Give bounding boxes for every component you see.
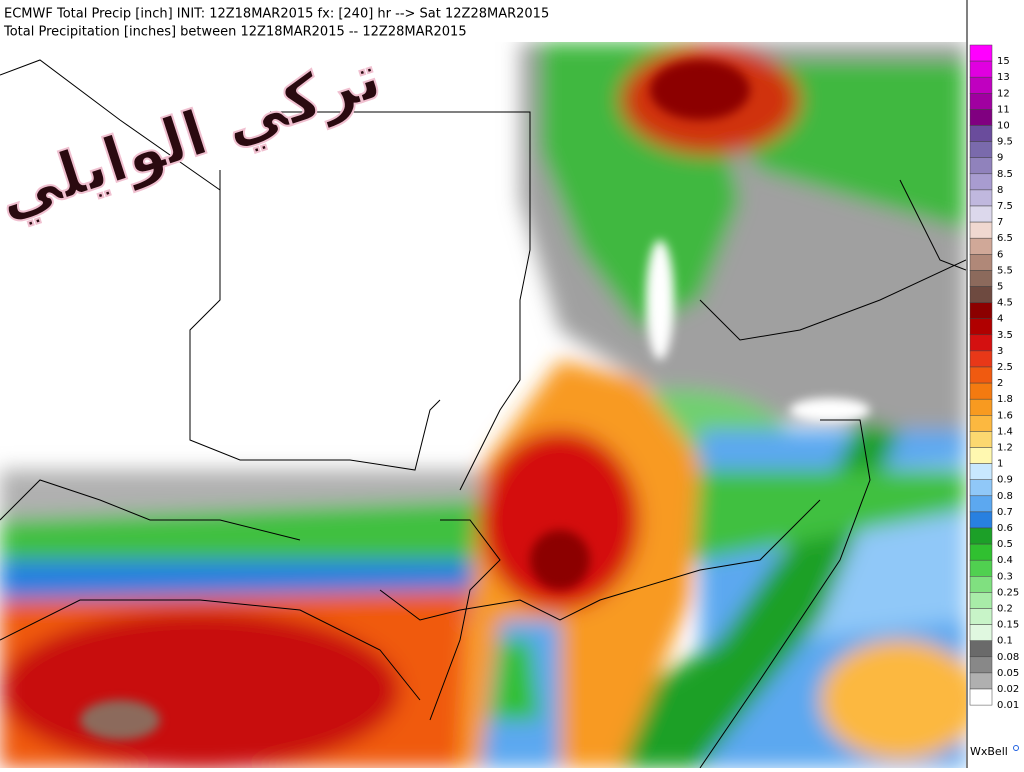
legend-label: 0.7 (997, 507, 1013, 518)
legend-swatch (969, 334, 993, 352)
credit-mark (1013, 745, 1019, 751)
legend-label: 4.5 (997, 298, 1013, 309)
legend-label: 7 (997, 217, 1003, 228)
legend-label: 5 (997, 282, 1003, 293)
legend-label: 1.2 (997, 443, 1013, 454)
legend-label: 11 (997, 104, 1010, 115)
legend-swatch (969, 205, 993, 223)
legend-label: 1.4 (997, 426, 1013, 437)
legend-swatch (969, 302, 993, 319)
legend-label: 6.5 (997, 233, 1013, 244)
subtitle: Total Precipitation [inches] between 12Z… (3, 25, 467, 40)
title: ECMWF Total Precip [inch] INIT: 12Z18MAR… (4, 7, 549, 22)
legend-swatch (969, 672, 993, 690)
legend-label: 0.02 (997, 684, 1019, 695)
legend-swatch (969, 398, 993, 416)
legend-label: 0.05 (997, 668, 1019, 679)
legend-label: 13 (997, 72, 1010, 83)
legend-label: 0.15 (997, 620, 1019, 631)
legend-label: 0.08 (997, 652, 1019, 663)
legend-label: 15 (997, 56, 1010, 67)
legend-label: 6 (997, 249, 1003, 260)
legend-label: 0.1 (997, 636, 1013, 647)
legend-label: 0.25 (997, 587, 1019, 598)
legend-swatch (969, 576, 993, 593)
legend-label: 0.6 (997, 523, 1013, 534)
legend-swatch (969, 141, 993, 158)
legend: 15131211109.598.587.576.565.554.543.532.… (969, 44, 1019, 711)
legend-swatch (969, 608, 993, 625)
legend-swatch (969, 173, 993, 191)
legend-swatch (969, 463, 993, 480)
legend-label: 0.4 (997, 555, 1013, 566)
legend-label: 4 (997, 314, 1003, 325)
legend-label: 0.01 (997, 700, 1019, 711)
legend-swatch (969, 366, 993, 384)
legend-label: 0.9 (997, 475, 1013, 486)
legend-label: 3.5 (997, 330, 1013, 341)
legend-swatch (969, 592, 993, 609)
precip-detail (80, 60, 870, 740)
legend-swatch (969, 237, 993, 255)
legend-label: 10 (997, 121, 1010, 132)
legend-swatch (969, 382, 993, 400)
legend-label: 2 (997, 378, 1003, 389)
legend-swatch (969, 511, 993, 529)
legend-label: 9.5 (997, 137, 1013, 148)
legend-label: 0.8 (997, 491, 1013, 502)
legend-swatch (969, 254, 993, 271)
legend-swatch (969, 60, 993, 78)
legend-swatch (969, 125, 993, 142)
legend-swatch (969, 559, 993, 577)
borders (0, 59, 966, 768)
legend-swatch (969, 479, 993, 497)
legend-swatch (969, 688, 993, 706)
legend-swatch (969, 543, 993, 561)
legend-swatch (969, 415, 993, 432)
legend-swatch (969, 624, 993, 641)
legend-label: 0.2 (997, 604, 1013, 615)
legend-label: 8 (997, 185, 1003, 196)
legend-swatch (969, 221, 993, 239)
legend-label: 0.5 (997, 539, 1013, 550)
legend-swatch (969, 527, 993, 545)
legend-label: 1.6 (997, 410, 1013, 421)
legend-swatch (969, 431, 993, 448)
legend-swatch (969, 109, 993, 126)
legend-label: 1.8 (997, 394, 1013, 405)
legend-label: 2.5 (997, 362, 1013, 373)
map: تركي الوايلي (0, 42, 966, 768)
legend-swatch (969, 350, 993, 368)
legend-swatch (969, 447, 993, 464)
legend-label: 12 (997, 88, 1010, 99)
legend-swatch (969, 157, 993, 175)
legend-label: 9 (997, 153, 1003, 164)
legend-swatch (969, 93, 993, 110)
legend-swatch (969, 318, 993, 336)
legend-swatch (969, 286, 993, 303)
legend-swatch (969, 495, 993, 513)
legend-swatch (969, 189, 993, 207)
legend-label: 7.5 (997, 201, 1013, 212)
legend-label: 1 (997, 459, 1003, 470)
legend-swatch (969, 44, 993, 62)
legend-label: 0.3 (997, 571, 1013, 582)
legend-label: 8.5 (997, 169, 1013, 180)
legend-label: 3 (997, 346, 1003, 357)
legend-swatch (969, 76, 993, 94)
credit: WxBell (970, 745, 1008, 758)
legend-label: 5.5 (997, 265, 1013, 276)
legend-swatch (969, 640, 993, 658)
legend-swatch (969, 656, 993, 674)
legend-swatch (969, 270, 993, 287)
